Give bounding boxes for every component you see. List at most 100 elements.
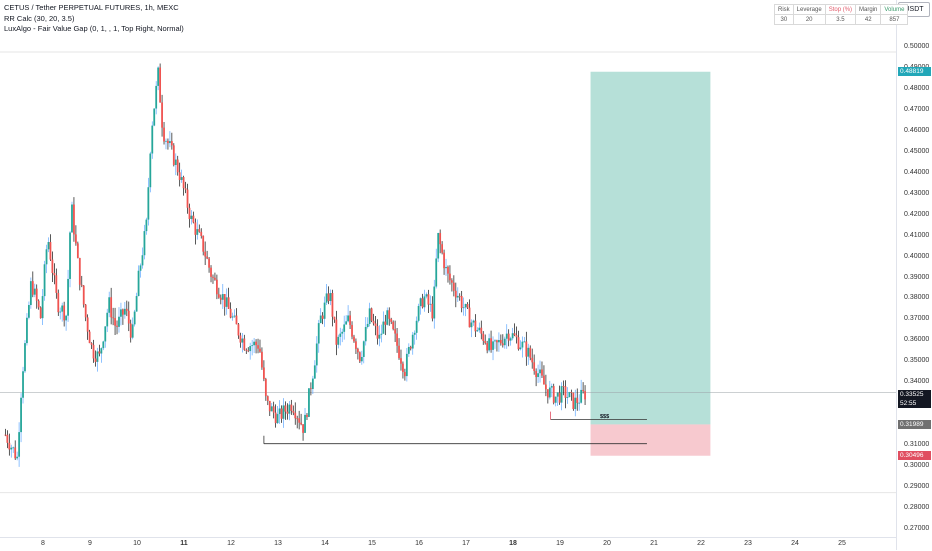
indicator-rr-calc[interactable]: RR Calc (30, 20, 3.5) [4,13,75,23]
price-tick: 0.45000 [904,147,930,155]
candle-body [435,258,438,287]
candle-body [411,334,414,349]
time-tick: 20 [603,540,611,547]
candle-body [112,317,115,319]
candle-body [221,294,224,300]
candle-body [14,447,17,459]
candle-body [372,320,375,324]
candle-body [41,296,44,319]
candle-body [509,338,512,341]
time-tick: 17 [462,540,470,547]
time-tick: 16 [415,540,423,547]
candle-body [127,310,130,324]
candle-body [582,389,585,392]
candle-body [257,345,259,349]
time-axis[interactable] [0,537,896,551]
rr-calc-table: Risk Leverage Stop (%) Margin Volume 30 … [774,4,909,25]
candle-body [190,215,193,220]
candle-body [161,102,163,128]
candle-body [308,388,310,417]
candle-body [331,293,334,317]
candle-body [513,333,516,336]
candle-body [151,125,154,154]
candle-body [468,307,471,328]
bar-countdown: 52:55 [900,400,917,407]
candle-body [360,356,363,362]
candle-body [31,281,34,295]
time-tick: 10 [133,540,141,547]
candle-body [259,348,261,352]
candle-body [496,340,498,343]
candle-body [400,358,402,364]
candle-body [165,140,167,142]
time-tick: 14 [321,540,329,547]
candle-body [92,344,95,359]
candle-body [460,296,463,308]
candle-body [315,343,318,366]
candle-body [409,346,412,349]
candle-body [552,386,555,403]
candle-body [196,229,199,235]
candle-body [186,189,189,208]
candle-body [384,321,387,325]
candle-body [503,338,506,346]
candle-body [556,392,559,397]
candle-body [550,386,553,388]
candle-body [439,233,442,245]
candle-body [123,308,126,315]
liquidity-marker: $$$ [600,414,610,420]
price-tick: 0.39000 [904,273,930,281]
candle-body [178,172,181,180]
candle-body [276,414,279,424]
candle-body [131,324,134,338]
time-tick: 22 [697,540,705,547]
candle-body [106,312,109,327]
candle-body [147,187,150,220]
candle-body [427,294,430,305]
time-tick: 13 [274,540,282,547]
candle-body [584,391,586,400]
candle-body [82,285,85,305]
candle-body [94,358,97,362]
candle-body [300,422,303,425]
candle-body [537,373,539,378]
candle-body [349,315,351,325]
candle-body [566,397,569,398]
candle-body [229,308,232,318]
candle-body [407,346,410,354]
candle-body [572,392,575,410]
candle-body [486,343,489,351]
candle-body [125,308,128,311]
candle-body [88,331,91,344]
candle-body [492,341,494,350]
candle-body [192,215,195,223]
candle-body [392,321,395,330]
candle-body [478,327,481,331]
candle-body [388,310,391,319]
candle-body [76,243,79,259]
candle-body [498,339,500,343]
candle-body [290,404,293,411]
candle-body [129,323,132,338]
candle-body [472,320,475,323]
candle-body [311,378,314,389]
candle-body [488,338,491,351]
candle-body [323,302,326,319]
candle-body [4,434,7,436]
rr-header-margin: Margin [855,4,882,15]
time-tick: 18 [509,540,517,547]
candle-body [45,249,48,265]
time-tick: 8 [41,540,45,547]
candle-body [423,296,426,308]
rr-value-margin: 42 [855,14,882,25]
candle-body [214,277,216,280]
symbol-title[interactable]: CETUS / Tether PERPETUAL FUTURES, 1h, ME… [4,3,179,12]
candle-body [18,432,21,457]
candle-body [206,256,209,259]
candle-body [560,386,563,403]
candle-body [568,392,571,398]
indicator-fvg[interactable]: LuxAlgo - Fair Value Gap (0, 1, , 1, Top… [4,24,184,33]
candle-body [235,315,238,325]
stop-zone [590,424,711,456]
